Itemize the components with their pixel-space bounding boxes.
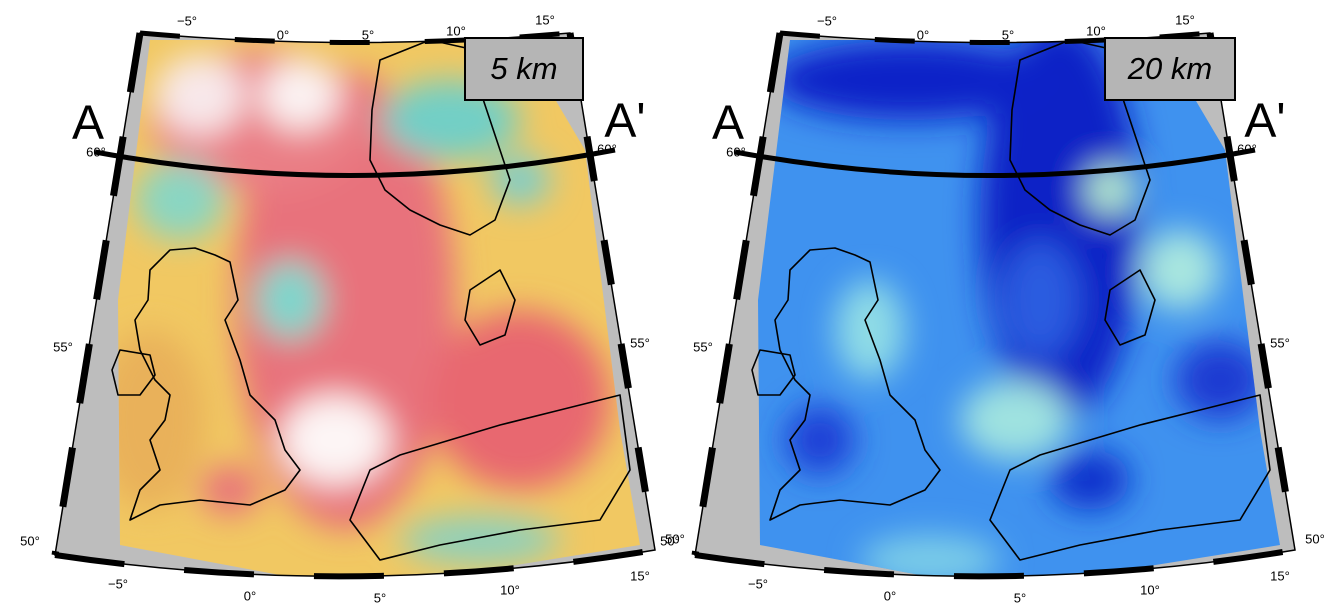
longitude-label: 0° [917,27,929,42]
longitude-label: 5° [362,27,374,42]
heat-blob [200,465,260,515]
latitude-label: 55° [53,339,73,354]
longitude-label: −5° [817,13,837,28]
latitude-label: 50° [20,533,40,548]
heat-blob [1140,230,1220,310]
heat-blob [155,55,245,135]
heat-blob [960,380,1070,460]
longitude-label: 10° [1140,582,1160,597]
heat-blob [255,260,325,340]
longitude-label: 0° [244,588,256,603]
longitude-label: 10° [1086,23,1106,38]
latitude-label: 55° [1270,335,1290,350]
longitude-label: 15° [630,568,650,583]
latitude-label: 55° [630,335,650,350]
heat-blob [835,280,905,380]
longitude-label: 5° [1002,27,1014,42]
profile-start: A [72,97,104,150]
heat-blob [280,395,390,485]
longitude-label: 5° [1014,590,1026,605]
longitude-label: 15° [535,12,555,27]
longitude-label: 15° [1270,568,1290,583]
latitude-label: 50° [660,533,680,548]
latitude-label: 60° [597,141,617,156]
longitude-label: 0° [884,588,896,603]
latitude-label: 50° [1305,531,1325,546]
longitude-label: 10° [500,582,520,597]
longitude-label: −5° [108,576,128,591]
longitude-label: 5° [374,590,386,605]
profile-end: A' [604,95,645,148]
heat-blob [1050,450,1130,510]
latitude-label: 60° [726,144,746,159]
longitude-label: −5° [748,576,768,591]
depth-label: 20 km [1127,51,1212,86]
longitude-label: 15° [1175,12,1195,27]
heat-blob [400,515,560,565]
heat-blob [1000,240,1080,360]
longitude-label: 0° [277,27,289,42]
depth-label: 5 km [490,51,557,86]
heat-blob [260,60,340,130]
longitude-label: 10° [446,23,466,38]
map-panel: A A' 20 km −5° 0° 5° 10° 15° −5° 0° 5° 10° 15° 60° 55°… [640,0,1340,605]
latitude-label: 55° [693,339,713,354]
profile-start: A [712,97,744,150]
latitude-label: 60° [86,144,106,159]
heat-blob [135,160,225,240]
map-area [0,0,700,605]
latitude-label: 60° [1237,141,1257,156]
profile-end: A' [1244,95,1285,148]
map-figure: A A' 5 km −5° 0° 5° 10° 15° −5° 0° 5° 10° 15° 60° 55° 5… [0,0,1340,605]
heat-blob [770,40,1050,120]
longitude-label: −5° [177,13,197,28]
heat-blob [430,310,610,490]
heat-blob [785,405,855,475]
map-panel: A A' 5 km −5° 0° 5° 10° 15° −5° 0° 5° 10° 15° 60° 55° 5… [0,0,700,605]
